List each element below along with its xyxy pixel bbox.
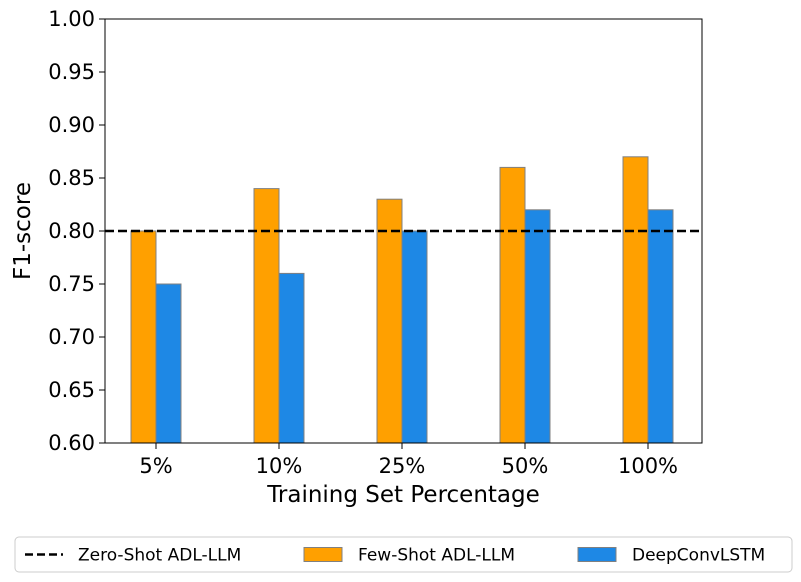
x-tick-label: 50% — [502, 454, 549, 478]
bar — [377, 199, 402, 443]
y-tick-label: 0.65 — [48, 378, 95, 402]
bar — [648, 210, 673, 443]
y-tick-label: 0.80 — [48, 219, 95, 243]
bar — [402, 231, 427, 443]
y-axis: 0.60 0.65 0.70 0.75 0.80 0.85 0.90 0.95 1.00 — [48, 7, 105, 455]
y-tick-label: 0.90 — [48, 113, 95, 137]
bars-layer — [131, 157, 673, 443]
x-tick-label: 100% — [618, 454, 678, 478]
y-axis-label: F1-score — [10, 182, 36, 280]
legend-swatch-deepconvlstm — [578, 548, 616, 562]
legend-label-deepconvlstm: DeepConvLSTM — [632, 546, 765, 566]
y-tick-label: 0.85 — [48, 166, 95, 190]
y-tick-label: 1.00 — [48, 7, 95, 31]
y-tick-label: 0.70 — [48, 325, 95, 349]
bar — [254, 189, 279, 443]
y-tick-label: 0.95 — [48, 60, 95, 84]
y-tick-label: 0.75 — [48, 272, 95, 296]
legend-swatch-few-shot — [304, 548, 342, 562]
legend-label-zero-shot: Zero-Shot ADL-LLM — [78, 546, 241, 566]
bar — [623, 157, 648, 443]
bar — [156, 284, 181, 443]
x-tick-label: 25% — [379, 454, 426, 478]
bar — [500, 167, 525, 443]
y-tick-label: 0.60 — [48, 431, 95, 455]
bar — [525, 210, 550, 443]
x-tick-label: 5% — [139, 454, 172, 478]
x-tick-label: 10% — [256, 454, 303, 478]
legend: Zero-Shot ADL-LLM Few-Shot ADL-LLM DeepC… — [15, 537, 792, 572]
legend-label-few-shot: Few-Shot ADL-LLM — [358, 546, 515, 566]
x-axis: 5% 10% 25% 50% 100% — [139, 443, 678, 478]
x-axis-label: Training Set Percentage — [266, 482, 540, 508]
bar — [279, 273, 304, 443]
bar — [131, 231, 156, 443]
